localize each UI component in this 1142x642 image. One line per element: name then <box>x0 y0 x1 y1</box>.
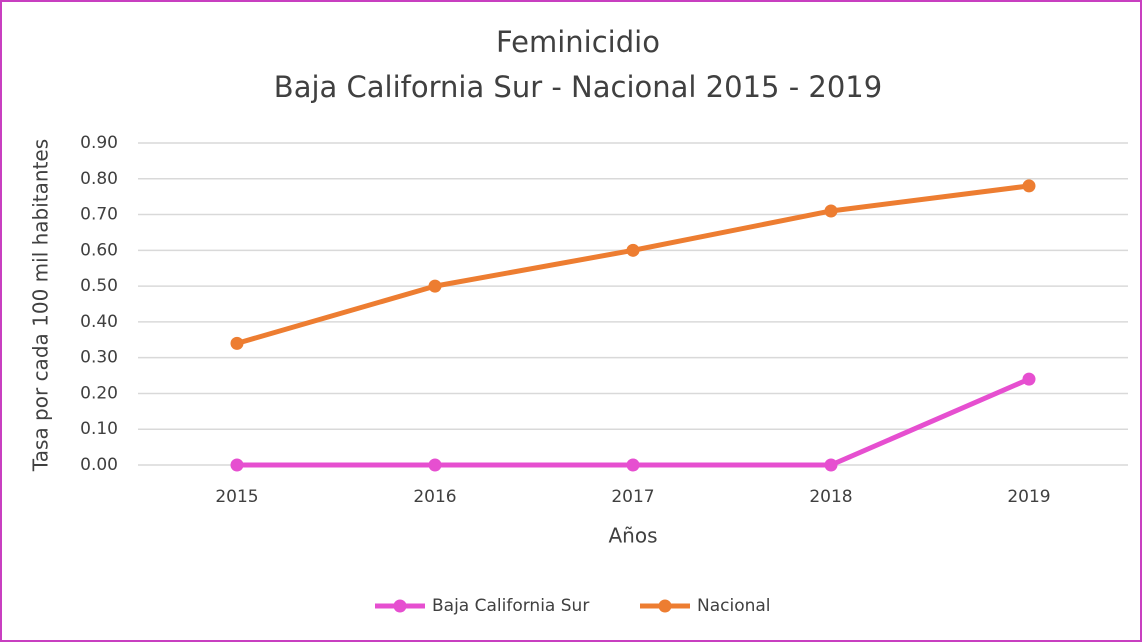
y-tick-label: 0.30 <box>80 348 118 368</box>
point <box>1022 179 1036 193</box>
y-tick-label: 0.50 <box>80 276 118 296</box>
y-tick-label: 0.40 <box>80 312 118 332</box>
point <box>428 458 442 472</box>
x-tick-label: 2019 <box>1007 487 1050 507</box>
legend-label: Baja California Sur <box>432 596 589 616</box>
point <box>626 458 640 472</box>
y-tick-label: 0.20 <box>80 383 118 403</box>
point <box>428 279 442 293</box>
y-tick-label: 0.90 <box>80 133 118 153</box>
point <box>230 458 244 472</box>
point <box>824 458 838 472</box>
legend-marker <box>393 599 407 613</box>
y-axis-label: Tasa por cada 100 mil habitantes <box>29 139 53 472</box>
x-tick-label: 2015 <box>215 487 258 507</box>
y-tick-label: 0.00 <box>80 455 118 475</box>
x-tick-label: 2018 <box>809 487 852 507</box>
point <box>626 243 640 257</box>
y-tick-label: 0.80 <box>80 169 118 189</box>
y-tick-label: 0.60 <box>80 240 118 260</box>
legend-marker <box>658 599 672 613</box>
x-tick-label: 2017 <box>611 487 654 507</box>
point <box>1022 372 1036 386</box>
chart-subtitle: Baja California Sur - Nacional 2015 - 20… <box>274 70 882 104</box>
chart-title: Feminicidio <box>496 25 660 59</box>
y-tick-label: 0.70 <box>80 205 118 225</box>
legend-label: Nacional <box>697 596 771 616</box>
x-tick-label: 2016 <box>413 487 456 507</box>
x-axis-label: Años <box>608 524 657 548</box>
point <box>824 204 838 218</box>
point <box>230 336 244 350</box>
y-tick-label: 0.10 <box>80 419 118 439</box>
